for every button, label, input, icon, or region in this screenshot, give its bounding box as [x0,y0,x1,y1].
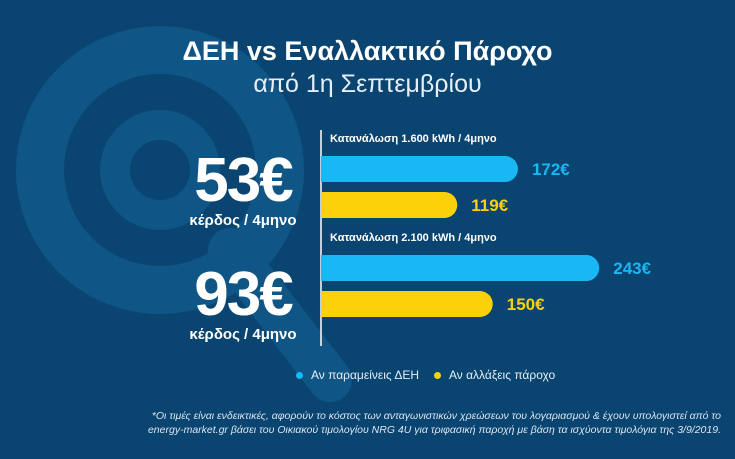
bar-group2-series2 [321,291,493,317]
footnote-line-2: energy-market.gr βάσει του Οικιακού τιμο… [147,424,721,436]
bar-base-group2-series2 [321,291,347,317]
savings-block-2: 93€ κέρδος / 4μηνο [168,264,318,344]
bar-group1-series2 [321,192,458,218]
savings-label-2: κέρδος / 4μηνο [189,326,297,343]
group-caption-1: Κατανάλωση 1.600 kWh / 4μηνο [330,133,497,145]
legend-label-switch: Αν αλλάξεις πάροχο [449,368,556,382]
bar-base-group2-series1 [321,255,347,281]
legend-dot-switch-icon [434,371,441,379]
chart-title: ΔΕΗ vs Εναλλακτικό Πάροχο [182,36,553,66]
group-caption-2: Κατανάλωση 2.100 kWh / 4μηνο [330,232,497,244]
savings-amount-1: 53€ [194,146,293,215]
savings-block-1: 53€ κέρδος / 4μηνο [168,150,318,230]
bar-group2-series1 [321,255,600,281]
data-label-group2-series2: 150€ [507,295,545,314]
data-label-group1-series2: 119€ [471,196,508,215]
savings-amount-2: 93€ [194,260,293,329]
legend-item-stay: Αν παραμείνεις ΔΕΗ [296,368,419,382]
legend-dot-stay-icon [296,371,303,379]
bar-group1-series1 [321,156,518,182]
legend-item-switch: Αν αλλάξεις πάροχο [434,368,555,382]
savings-label-1: κέρδος / 4μηνο [189,212,297,229]
bar-base-group1-series2 [321,192,347,218]
data-label-group2-series1: 243€ [613,259,651,278]
chart-subtitle: από 1η Σεπτεμβρίου [253,70,482,98]
footnote: *Οι τιμές είναι ενδεικτικές, αφορούν το … [1,409,721,437]
data-label-group1-series1: 172€ [532,160,570,179]
bar-base-group1-series1 [321,156,347,182]
footnote-line-1: *Οι τιμές είναι ενδεικτικές, αφορούν το … [151,410,721,422]
legend-label-stay: Αν παραμείνεις ΔΕΗ [311,368,420,382]
